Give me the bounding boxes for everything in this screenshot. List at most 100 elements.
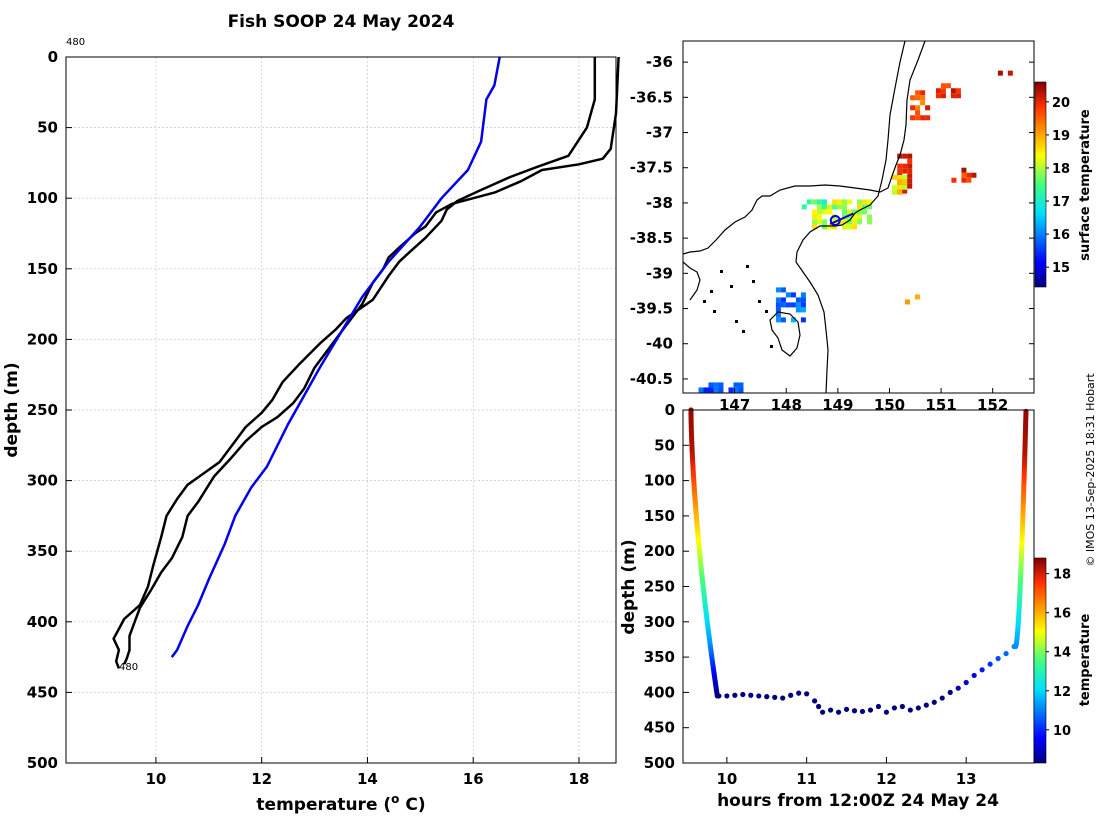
sst-pixel (812, 214, 818, 220)
sst-pixel (892, 184, 898, 190)
sst-pixel (780, 302, 786, 308)
sst-pixel (897, 184, 903, 190)
sst-pixel (902, 188, 908, 194)
sst-pixel (817, 219, 823, 225)
depth-time-ytick-label: 300 (644, 613, 675, 631)
sst-pixel (892, 174, 898, 180)
temperature-colorbar-ticks: 18 16 14 12 10 (1046, 568, 1071, 739)
sst-pixel (961, 167, 967, 173)
map-ytick-label: -36.5 (630, 88, 673, 106)
sst-pixel (915, 95, 921, 101)
sst-pixel (800, 307, 806, 313)
sst-pixel (857, 209, 863, 215)
bottom-point (931, 699, 937, 705)
map-ytick-label: -39.5 (630, 300, 673, 318)
bottom-point (923, 702, 929, 708)
sst-pixel (842, 219, 848, 225)
sst-pixel (800, 317, 806, 323)
bottom-point (843, 706, 850, 712)
island-dot (720, 270, 723, 273)
sst-pixel (738, 387, 744, 393)
map-colorbar-tick-label: 20 (1052, 96, 1070, 111)
sst-pixel (780, 297, 786, 303)
sst-pixel (867, 204, 873, 210)
profile-ytick-label: 100 (27, 189, 58, 207)
profile-ytick-label: 300 (27, 472, 58, 490)
map-ytick-label: -39 (646, 264, 673, 282)
coastline-island (769, 311, 801, 357)
island-dot (710, 290, 713, 293)
series-profile-1 (123, 56, 620, 665)
map-ytick-label: -36 (646, 53, 673, 71)
sst-pixel (867, 199, 873, 205)
bottom-point (907, 707, 913, 713)
sst-pixel (812, 224, 818, 230)
island-dot (770, 345, 773, 348)
sst-pixel (910, 115, 916, 121)
depth-time-ytick-label: 450 (644, 719, 675, 737)
sst-pixel (775, 297, 781, 303)
depth-time-ytick-label: 150 (644, 507, 675, 525)
sst-pixel (790, 302, 796, 308)
map-colorbar-tick-label: 18 (1052, 162, 1070, 177)
bottom-point (987, 661, 993, 667)
sst-pixel (902, 163, 908, 169)
sst-pixel (837, 199, 843, 205)
chart-title: Fish SOOP 24 May 2024 (228, 12, 455, 32)
sst-pixel (940, 88, 946, 94)
depth-time-xtick-label: 13 (956, 770, 977, 788)
bottom-point (995, 655, 1001, 662)
profile-panel: Fish SOOP 24 May 2024 10 12 14 16 18 0 50 100 15… (2, 12, 620, 815)
profile-xtick-label: 12 (251, 770, 272, 788)
island-dot (703, 300, 706, 303)
sst-pixel (842, 204, 848, 210)
sst-pixel (961, 172, 967, 178)
bottom-point (827, 707, 834, 713)
sst-pixel (940, 93, 946, 99)
bottom-point (955, 685, 961, 691)
sst-pixel (897, 174, 903, 180)
depth-time-ytick-label: 200 (644, 542, 675, 560)
sst-pixel (775, 307, 781, 313)
sst-pixel (907, 168, 913, 174)
profile-ylabel: depth (m) (2, 362, 22, 457)
island-dot (758, 300, 761, 303)
depth-time-ytick-label: 100 (644, 472, 675, 490)
depth-time-ytick-label: 250 (644, 578, 675, 596)
sst-pixel (907, 158, 913, 164)
sst-pixel (800, 297, 806, 303)
sst-pixel (790, 317, 796, 323)
profile-ytick-label: 200 (27, 330, 58, 348)
coastline-east (854, 41, 906, 214)
bottom-point (1003, 650, 1009, 657)
sst-pixel (862, 209, 868, 215)
profile-ytick-label: 350 (27, 542, 58, 560)
depth-time-ytick-label: 50 (654, 436, 675, 454)
map-colorbar (1034, 81, 1047, 288)
bottom-point (748, 692, 754, 698)
map-ytick-label: -38 (646, 194, 673, 212)
sst-pixel (940, 83, 946, 89)
bottom-point (947, 689, 953, 696)
sst-pixel (817, 214, 823, 220)
sst-pixel (902, 168, 908, 174)
sst-pixel (812, 199, 818, 205)
annotation-480-bottom: 480 (119, 662, 138, 673)
coastline-west (683, 261, 701, 301)
island-dot (730, 285, 733, 288)
sst-pixel (795, 307, 801, 313)
sst-pixel (800, 292, 806, 298)
profile-xtick-label: 14 (357, 770, 378, 788)
bottom-point (820, 709, 826, 715)
sst-pixel (920, 115, 926, 121)
sst-pixel (842, 209, 848, 215)
depth-time-panel: 10 11 12 13 0 50 100 150 200 250 300 350 400 450 500 h… (619, 401, 1093, 811)
temperature-colorbar-label: temperature (1078, 614, 1093, 707)
sst-pixel (857, 199, 863, 205)
sst-pixel (915, 110, 921, 116)
sst-pixel (966, 177, 972, 183)
map-xtick-label: 151 (925, 396, 956, 414)
sst-pixel (800, 302, 806, 308)
sst-pixel (698, 387, 704, 393)
profile-ytick-label: 0 (48, 48, 58, 66)
